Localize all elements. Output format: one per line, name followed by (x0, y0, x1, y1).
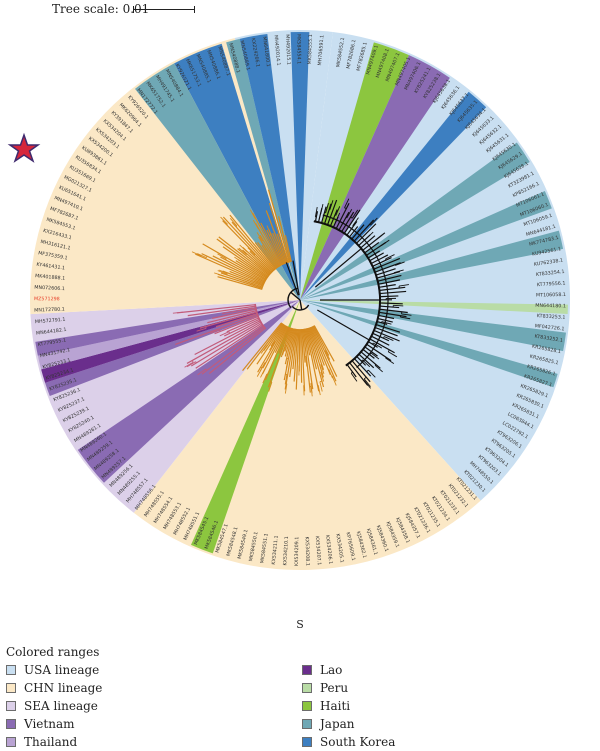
legend-label: Haiti (320, 699, 350, 713)
leaf-label: MZ571298 (34, 296, 60, 302)
leaf-label: MK584555.1 (307, 34, 314, 64)
gene-label: S (0, 618, 600, 631)
tree-branch (320, 381, 322, 382)
tree-branch (226, 259, 227, 260)
legend-swatch (6, 665, 16, 675)
legend-item: USA lineage (6, 661, 99, 679)
leaf-label: MN172780.1 (34, 307, 65, 314)
tree-branch (206, 256, 207, 257)
tree-branch (236, 226, 237, 227)
tree-branch (196, 362, 197, 363)
legend-title: Colored ranges (6, 645, 596, 659)
leaf-label: KX534209.1 (294, 537, 300, 566)
legend-swatch (6, 683, 16, 693)
legend-swatch (302, 701, 312, 711)
tree-branch (380, 303, 403, 304)
tree-branch (386, 357, 387, 358)
legend-item: Thailand (6, 733, 77, 751)
highlight-star-icon (10, 135, 38, 161)
legend-label: USA lineage (24, 663, 99, 677)
legend-swatch (302, 719, 312, 729)
legend-swatch (302, 665, 312, 675)
legend-swatch (6, 719, 16, 729)
leaf-label: KX534208.1 (304, 536, 311, 565)
legend-item: CHN lineage (6, 679, 102, 697)
leaf-label: MT106058.1 (536, 292, 566, 299)
legend-item: Peru (302, 679, 348, 697)
tree-branch (332, 376, 333, 377)
legend-label: Japan (320, 717, 355, 731)
legend-label: CHN lineage (24, 681, 102, 695)
legend-label: South Korea (320, 735, 395, 749)
tree-scale-bar (133, 9, 195, 10)
tree-branch (393, 305, 403, 306)
legend-label: SEA lineage (24, 699, 98, 713)
legend-label: Vietnam (24, 717, 74, 731)
tree-branch (262, 240, 263, 241)
tree-branch (372, 343, 373, 344)
tree-branch (380, 296, 398, 297)
legend-swatch (6, 701, 16, 711)
legend-swatch (6, 737, 16, 747)
tree-branch (206, 327, 207, 329)
legend-label: Peru (320, 681, 348, 695)
tree-branch (254, 255, 255, 256)
legend-label: Thailand (24, 735, 77, 749)
leaf-label: MN644180.1 (535, 303, 566, 310)
tree-branch (227, 224, 228, 225)
legend-item: Vietnam (6, 715, 74, 733)
tree-branch (370, 224, 371, 225)
leaf-label: MK584554.1 (296, 34, 302, 64)
tree-branch (247, 254, 248, 255)
legend-item: SEA lineage (6, 697, 98, 715)
tree-branch (386, 259, 387, 260)
legend: Colored ranges USA lineage CHN lineage SEA… (6, 645, 596, 751)
legend-label: Lao (320, 663, 342, 677)
legend-item: South Korea (302, 733, 395, 751)
legend-swatch (302, 737, 312, 747)
tree-branch (220, 330, 221, 332)
legend-item: Japan (302, 715, 355, 733)
tree-branch (375, 364, 376, 365)
legend-item: Haiti (302, 697, 350, 715)
legend-item: Lao (302, 661, 342, 679)
legend-swatch (302, 683, 312, 693)
